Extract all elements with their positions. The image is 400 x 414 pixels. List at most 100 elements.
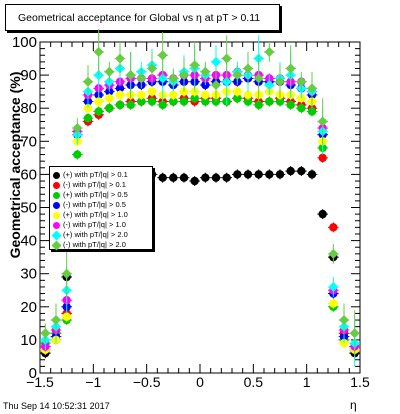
data-point bbox=[243, 63, 253, 74]
data-point bbox=[201, 97, 210, 106]
timestamp: Thu Sep 14 10:52:31 2017 bbox=[3, 401, 110, 411]
data-point bbox=[179, 173, 189, 182]
data-point bbox=[233, 94, 242, 103]
legend-entry: (+) with pT/|q| > 0.1 bbox=[53, 170, 128, 180]
legend-label: (+) with pT/|q| > 0.1 bbox=[63, 170, 128, 179]
y-tick-label: 50 bbox=[20, 200, 37, 217]
data-point bbox=[104, 66, 115, 77]
data-point bbox=[190, 87, 199, 96]
x-axis-label: η bbox=[350, 398, 357, 412]
data-point bbox=[265, 97, 274, 106]
data-point bbox=[265, 170, 274, 179]
y-tick-label: 0 bbox=[29, 365, 37, 382]
data-point bbox=[339, 315, 349, 326]
data-point bbox=[125, 70, 136, 81]
legend-marker bbox=[53, 221, 60, 229]
data-point bbox=[83, 76, 93, 87]
data-point bbox=[275, 170, 285, 179]
data-point bbox=[243, 170, 253, 179]
data-point bbox=[200, 66, 211, 77]
data-point bbox=[115, 90, 125, 100]
data-point bbox=[169, 173, 178, 182]
data-point bbox=[243, 97, 253, 106]
chart-title-box: Geometrical acceptance for Global vs η a… bbox=[5, 4, 280, 31]
data-point bbox=[264, 46, 275, 57]
data-point bbox=[137, 97, 146, 106]
y-tick-label: 80 bbox=[20, 100, 37, 117]
legend-marker bbox=[53, 191, 60, 199]
x-tick-label: 1 bbox=[303, 374, 311, 390]
legend-label: (-) with pT/|q| > 0.5 bbox=[63, 200, 126, 209]
data-point bbox=[83, 113, 93, 123]
data-point bbox=[115, 53, 125, 64]
data-point bbox=[93, 46, 104, 57]
data-point bbox=[115, 84, 125, 93]
data-point bbox=[179, 87, 189, 96]
data-point bbox=[221, 53, 232, 64]
data-point bbox=[275, 76, 285, 87]
data-point bbox=[147, 87, 157, 96]
data-point bbox=[51, 315, 61, 326]
y-tick-label: 20 bbox=[20, 299, 37, 316]
legend-label: (-) with pT/|q| > 1.0 bbox=[63, 220, 126, 229]
data-point bbox=[201, 173, 210, 182]
legend-marker bbox=[53, 181, 60, 189]
legend: (+) with pT/|q| > 0.1 (-) with pT/|q| > 0… bbox=[49, 166, 153, 250]
legend-entry: (+) with pT/|q| > 0.5 bbox=[53, 190, 128, 200]
data-point bbox=[254, 100, 263, 110]
data-point bbox=[211, 173, 221, 182]
data-point bbox=[317, 116, 328, 127]
data-point bbox=[328, 248, 339, 259]
y-tick-label: 10 bbox=[20, 332, 37, 349]
legend-entry: (+) with pT/|q| > 1.0 bbox=[53, 210, 128, 220]
data-point bbox=[158, 173, 167, 182]
data-point bbox=[189, 60, 200, 71]
data-point bbox=[126, 100, 135, 110]
data-point bbox=[232, 70, 243, 81]
x-tick-label: 0.5 bbox=[244, 374, 264, 390]
legend-entry: (-) with pT/|q| > 2.0 bbox=[51, 240, 126, 250]
data-point bbox=[72, 123, 83, 134]
data-point bbox=[105, 94, 114, 103]
chart-title: Geometrical acceptance for Global vs η a… bbox=[18, 12, 261, 24]
legend-label: (+) with pT/|q| > 0.5 bbox=[63, 190, 128, 199]
data-point bbox=[62, 312, 71, 321]
data-point bbox=[190, 94, 199, 103]
legend-entry: (-) with pT/|q| > 0.5 bbox=[53, 200, 126, 210]
y-tick-label: 30 bbox=[20, 266, 37, 283]
data-point bbox=[147, 97, 157, 106]
data-point bbox=[211, 56, 221, 67]
data-point bbox=[137, 90, 146, 100]
y-tick-label: 40 bbox=[20, 233, 37, 250]
data-point bbox=[286, 166, 295, 176]
legend-marker bbox=[53, 171, 60, 179]
data-point bbox=[318, 209, 327, 219]
data-point bbox=[349, 328, 360, 339]
data-point bbox=[275, 97, 285, 106]
x-tick-label: −1 bbox=[85, 374, 101, 390]
data-point bbox=[297, 94, 306, 103]
data-point bbox=[296, 76, 307, 87]
data-point bbox=[297, 104, 306, 113]
data-point bbox=[307, 107, 317, 116]
y-tick-label: 100 bbox=[12, 34, 37, 51]
data-point bbox=[94, 97, 103, 106]
data-point bbox=[243, 90, 253, 100]
legend-marker bbox=[51, 240, 62, 250]
legend-entry: (+) with pT/|q| > 2.0 bbox=[51, 230, 128, 240]
data-point bbox=[233, 170, 242, 179]
legend-entry: (-) with pT/|q| > 1.0 bbox=[53, 220, 126, 230]
data-point bbox=[190, 176, 199, 186]
data-point bbox=[169, 90, 178, 100]
data-point bbox=[329, 223, 338, 232]
data-point bbox=[328, 281, 339, 292]
y-tick-label: 60 bbox=[20, 166, 37, 183]
legend-marker bbox=[53, 201, 60, 209]
data-point bbox=[233, 87, 242, 96]
data-point bbox=[73, 150, 82, 159]
data-point bbox=[115, 100, 125, 110]
data-point bbox=[285, 63, 296, 74]
data-point bbox=[264, 80, 275, 91]
data-point bbox=[307, 83, 317, 94]
